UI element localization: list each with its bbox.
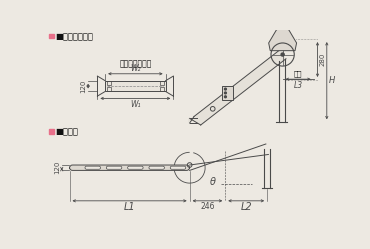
Text: L1: L1	[124, 202, 135, 212]
Text: 120: 120	[81, 79, 87, 93]
Text: 246: 246	[200, 202, 215, 211]
Polygon shape	[188, 50, 286, 125]
Text: L2: L2	[240, 202, 252, 212]
Bar	[107, 81, 111, 85]
Circle shape	[225, 92, 226, 94]
Text: H: H	[329, 76, 335, 85]
Circle shape	[281, 53, 284, 56]
Bar	[222, 86, 233, 100]
Text: W₂: W₂	[130, 64, 141, 73]
Circle shape	[225, 88, 226, 90]
Bar	[160, 87, 164, 91]
Polygon shape	[269, 27, 297, 51]
Bar	[49, 129, 54, 134]
Text: ■寸法図: ■寸法図	[56, 127, 78, 136]
FancyBboxPatch shape	[106, 166, 122, 169]
FancyBboxPatch shape	[170, 166, 186, 169]
FancyBboxPatch shape	[149, 166, 164, 169]
Circle shape	[225, 96, 226, 98]
Text: θ: θ	[210, 177, 216, 187]
Text: ■コンベヤ断面: ■コンベヤ断面	[56, 32, 93, 41]
Bar	[105, 81, 166, 91]
Text: 280: 280	[320, 53, 326, 66]
Bar	[49, 34, 54, 38]
Bar	[107, 87, 111, 91]
FancyBboxPatch shape	[85, 166, 101, 169]
Text: 120: 120	[54, 161, 60, 174]
Text: ヒンジプレート: ヒンジプレート	[119, 59, 152, 68]
FancyBboxPatch shape	[128, 166, 143, 169]
Circle shape	[280, 24, 285, 29]
Text: W₁: W₁	[130, 100, 141, 109]
FancyBboxPatch shape	[70, 165, 190, 170]
Text: 落口: 落口	[294, 70, 302, 77]
Text: L3: L3	[293, 81, 303, 90]
Bar	[160, 81, 164, 85]
